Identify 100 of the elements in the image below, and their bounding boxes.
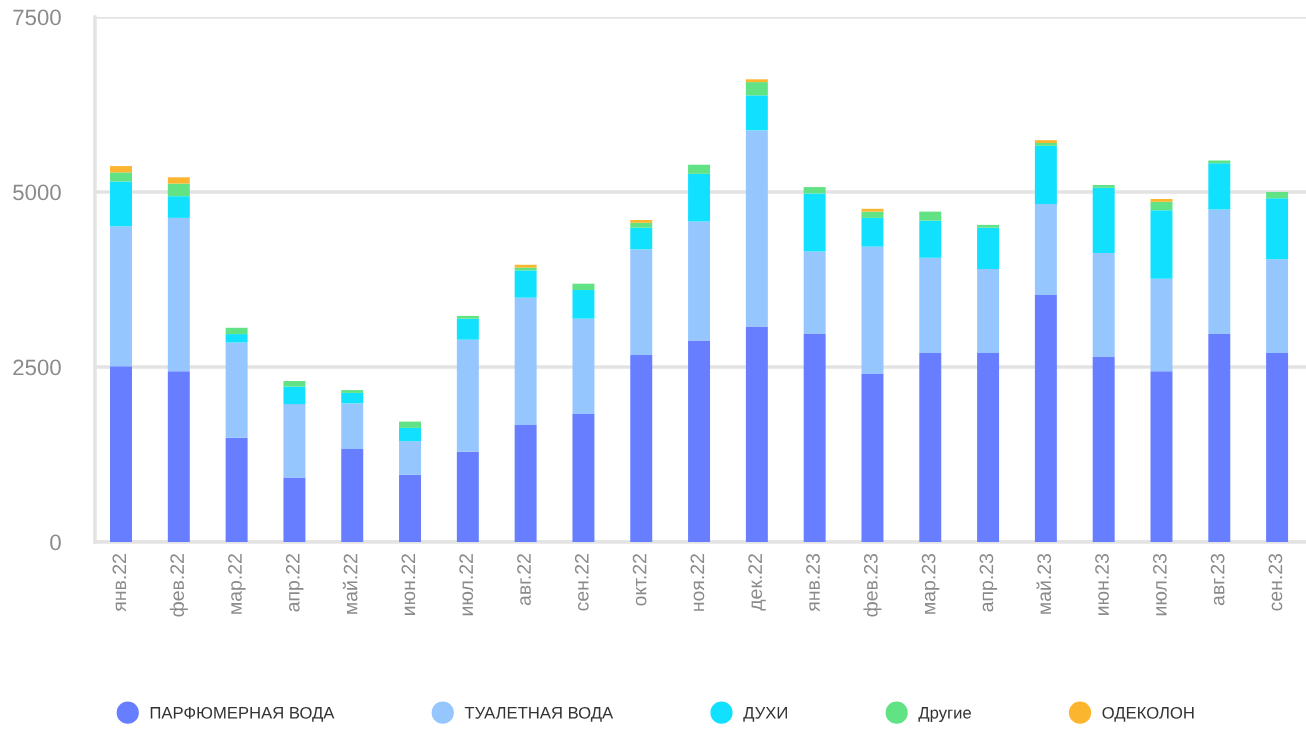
bar (110, 366, 132, 542)
bar (745, 82, 768, 96)
bar (977, 353, 1000, 542)
bar (1092, 356, 1115, 542)
bar (1208, 209, 1231, 335)
bar (399, 427, 422, 442)
bar (803, 187, 826, 194)
bar (803, 334, 826, 542)
bar (1266, 198, 1289, 260)
bar (572, 283, 595, 290)
x-tick-label: апр.23 (979, 553, 998, 612)
bar (861, 208, 884, 212)
bar (225, 327, 248, 335)
bar (283, 404, 306, 478)
legend-label: ТУАЛЕТНАЯ ВОДА (464, 706, 614, 722)
x-tick-label: апр.22 (285, 554, 304, 612)
bar (572, 413, 595, 542)
x-tick-label: фев.23 (863, 553, 882, 617)
x-tick-label: май.22 (342, 554, 358, 614)
bar (225, 334, 248, 343)
bar (919, 220, 942, 258)
bar (283, 386, 306, 405)
bar (225, 342, 248, 438)
bar (456, 318, 479, 340)
bar (1208, 163, 1231, 210)
x-tick-label: янв.22 (112, 554, 127, 612)
bar (167, 196, 190, 218)
bar (399, 421, 422, 428)
bar (341, 403, 364, 449)
x-tick-label: дек.22 (748, 554, 766, 611)
bar (110, 181, 132, 227)
x-tick-label: авг.23 (1210, 553, 1225, 606)
bar (110, 226, 132, 367)
bar (456, 451, 479, 542)
bar (861, 246, 884, 374)
legend-label: ПАРФЮМЕРНАЯ ВОДА (150, 706, 335, 722)
x-tick-label: июн.22 (401, 554, 416, 615)
bar (745, 79, 768, 83)
bar (861, 211, 884, 218)
x-tick-label: окт.22 (632, 554, 647, 606)
bar (861, 374, 884, 542)
bar (167, 217, 190, 372)
bar (861, 217, 884, 247)
bar (630, 355, 653, 542)
bar (572, 290, 595, 319)
bar (1092, 185, 1115, 188)
x-tick-label: янв.23 (806, 553, 820, 612)
bar (514, 425, 537, 542)
bar (977, 224, 1000, 228)
x-tick-label: ноя.22 (690, 554, 705, 611)
bar (1034, 203, 1057, 295)
bar (630, 222, 653, 228)
y-tick-label: 2500 (13, 359, 61, 376)
bar (110, 172, 132, 182)
x-tick-label: сен.22 (574, 554, 589, 611)
bar (745, 326, 768, 542)
bar (1092, 252, 1115, 357)
legend-label: ДУХИ (743, 707, 787, 722)
bar (1266, 259, 1289, 353)
bar (399, 441, 422, 475)
bar (630, 227, 653, 250)
x-tick-label: июл.22 (459, 554, 474, 616)
bar (1150, 199, 1173, 202)
bar (1150, 210, 1173, 279)
bar (630, 249, 653, 356)
bar (341, 390, 364, 393)
bar (688, 173, 711, 222)
bar (803, 251, 826, 335)
bar (630, 220, 653, 223)
x-tick-label: мар.22 (228, 554, 246, 614)
bar (283, 477, 306, 542)
bar (745, 95, 768, 131)
x-tick-label: фев.22 (169, 554, 188, 617)
bar (1266, 353, 1289, 542)
bar (688, 340, 711, 542)
bar (688, 221, 711, 341)
x-tick-label: июн.23 (1095, 553, 1109, 615)
bar (456, 339, 479, 452)
x-tick-label: авг.22 (517, 554, 531, 606)
bar (919, 257, 942, 353)
x-tick-label: июл.23 (1152, 553, 1167, 616)
bar (283, 381, 306, 387)
x-tick-label: май.23 (1036, 553, 1052, 614)
x-tick-label: мар.23 (921, 553, 940, 614)
bar (1208, 334, 1231, 542)
bar (514, 270, 537, 298)
x-tick-label: сен.23 (1268, 553, 1283, 611)
y-tick-label: 5000 (13, 184, 61, 201)
bar (341, 448, 364, 542)
bar (167, 183, 190, 197)
bar (919, 353, 942, 542)
bar (225, 437, 248, 542)
bar (745, 130, 768, 327)
bar (456, 315, 479, 319)
bar (803, 193, 826, 252)
bar (110, 166, 132, 173)
bar (1034, 145, 1057, 204)
bar (919, 211, 942, 221)
legend-label: Другие (918, 707, 971, 722)
bar (1034, 294, 1057, 542)
